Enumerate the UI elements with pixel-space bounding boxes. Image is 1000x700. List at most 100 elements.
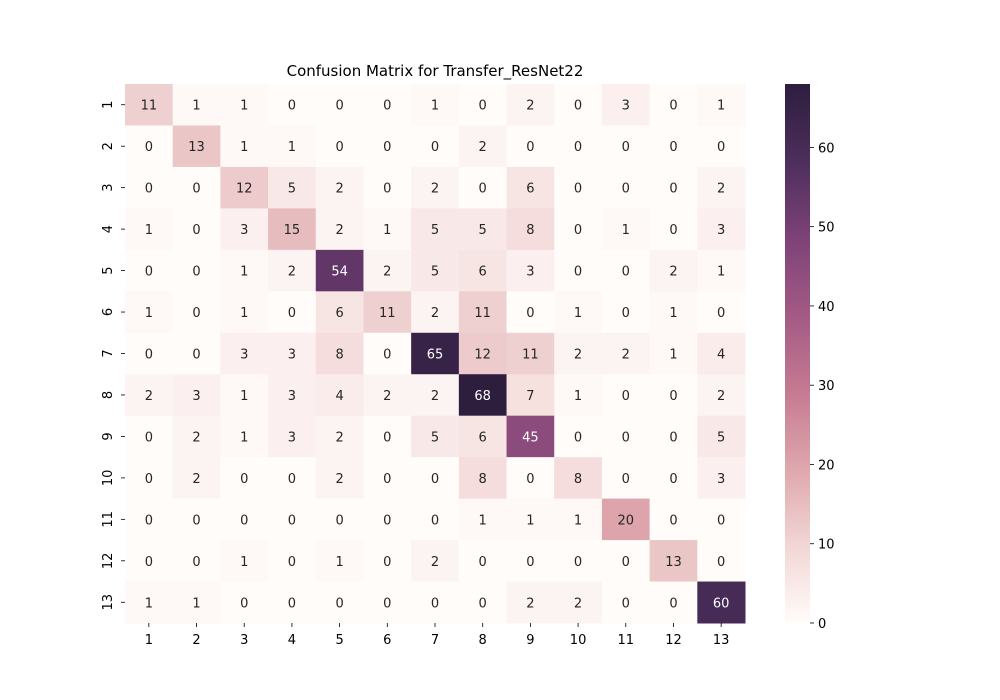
cell-value-label: 1 — [526, 513, 534, 528]
cell-value-label: 0 — [192, 306, 200, 321]
cell-value-label: 0 — [479, 596, 487, 611]
y-tick-label: 8 — [101, 391, 116, 399]
cell-value-label: 1 — [669, 306, 677, 321]
cell-value-label: 1 — [240, 265, 248, 280]
heatmap-cell — [554, 498, 603, 541]
cell-value-label: 13 — [188, 140, 205, 155]
heatmap-cell — [601, 540, 651, 583]
heatmap-cell — [649, 540, 698, 583]
heatmap-cell — [268, 498, 317, 541]
cell-value-label: 1 — [383, 223, 391, 238]
heatmap-cell — [697, 84, 746, 126]
heatmap-cell — [601, 581, 651, 624]
x-tick-label: 6 — [383, 633, 391, 648]
heatmap-cell — [411, 332, 460, 375]
heatmap-cell — [125, 498, 174, 541]
heatmap-cell — [363, 540, 412, 583]
cell-value-label: 2 — [431, 389, 439, 404]
heatmap-cell — [172, 125, 221, 168]
heatmap-cell — [315, 291, 364, 334]
heatmap-cell — [220, 249, 269, 292]
heatmap-cell — [601, 166, 651, 209]
cell-value-label: 0 — [574, 182, 582, 197]
cell-value-label: 0 — [526, 140, 534, 155]
cell-value-label: 2 — [335, 182, 343, 197]
cell-value-label: 8 — [574, 472, 582, 487]
colorbar-tick-label: 50 — [818, 221, 835, 236]
heatmap-cell — [172, 84, 221, 126]
cell-value-label: 5 — [431, 265, 439, 280]
heatmap-cell — [649, 332, 698, 375]
heatmap-cell — [458, 540, 508, 583]
cell-value-label: 0 — [622, 182, 630, 197]
heatmap-cell — [554, 125, 603, 168]
heatmap-cell — [125, 208, 174, 251]
cell-value-label: 3 — [240, 223, 248, 238]
heatmap-cell — [363, 166, 412, 209]
heatmap-cell — [506, 208, 555, 251]
heatmap-cell — [268, 332, 317, 375]
cell-value-label: 0 — [192, 513, 200, 528]
cell-value-label: 0 — [622, 555, 630, 570]
heatmap-cell — [172, 581, 221, 624]
cell-value-label: 0 — [383, 472, 391, 487]
x-tick-label: 13 — [713, 633, 730, 648]
heatmap-cell — [220, 415, 269, 458]
cell-value-label: 2 — [335, 472, 343, 487]
heatmap-cell — [172, 498, 221, 541]
cell-value-label: 0 — [383, 348, 391, 363]
heatmap-cell — [554, 332, 603, 375]
cell-value-label: 0 — [431, 140, 439, 155]
heatmap-cell — [506, 457, 555, 500]
heatmap-cell — [172, 166, 221, 209]
colorbar-tick-label: 60 — [818, 141, 835, 156]
heatmap-cell — [554, 84, 603, 126]
y-tick-label: 2 — [101, 142, 116, 150]
heatmap-cell — [411, 540, 460, 583]
heatmap-cell — [220, 457, 269, 500]
heatmap-cell — [220, 498, 269, 541]
cell-value-label: 5 — [431, 430, 439, 445]
cell-value-label: 0 — [288, 555, 296, 570]
cell-value-label: 1 — [145, 306, 153, 321]
x-tick-label: 4 — [288, 633, 296, 648]
cell-value-label: 3 — [526, 265, 534, 280]
y-tick-label: 13 — [101, 594, 116, 611]
cell-value-label: 2 — [574, 596, 582, 611]
cell-value-label: 0 — [479, 99, 487, 114]
cell-value-label: 0 — [335, 596, 343, 611]
heatmap-cell — [458, 498, 508, 541]
cell-value-label: 13 — [665, 555, 682, 570]
heatmap-cell — [315, 457, 364, 500]
heatmap-cell — [601, 415, 651, 458]
cell-value-label: 0 — [192, 182, 200, 197]
chart-title: Confusion Matrix for Transfer_ResNet22 — [287, 62, 584, 81]
heatmap-cell — [315, 208, 364, 251]
heatmap-cell — [172, 249, 221, 292]
cell-value-label: 6 — [479, 265, 487, 280]
cell-value-label: 60 — [713, 596, 730, 611]
cell-value-label: 2 — [479, 140, 487, 155]
x-tick-label: 2 — [192, 633, 200, 648]
cell-value-label: 0 — [717, 306, 725, 321]
heatmap-cell — [220, 208, 269, 251]
cell-value-label: 0 — [622, 265, 630, 280]
heatmap-cell — [601, 291, 651, 334]
cell-value-label: 0 — [479, 182, 487, 197]
cell-value-label: 2 — [431, 182, 439, 197]
colorbar-tick-label: 40 — [818, 300, 835, 315]
heatmap-cell — [554, 374, 603, 417]
heatmap-cell — [554, 249, 603, 292]
heatmap-cell — [411, 291, 460, 334]
cell-value-label: 0 — [669, 596, 677, 611]
cell-value-label: 7 — [526, 389, 534, 404]
cell-value-label: 1 — [717, 99, 725, 114]
colorbar-tick-label: 30 — [818, 379, 835, 394]
cell-value-label: 0 — [669, 182, 677, 197]
colorbar-gradient — [785, 84, 810, 623]
y-tick-label: 6 — [101, 308, 116, 316]
heatmap-cell — [172, 208, 221, 251]
cell-value-label: 0 — [717, 140, 725, 155]
cell-value-label: 0 — [288, 472, 296, 487]
heatmap-cell — [268, 540, 317, 583]
